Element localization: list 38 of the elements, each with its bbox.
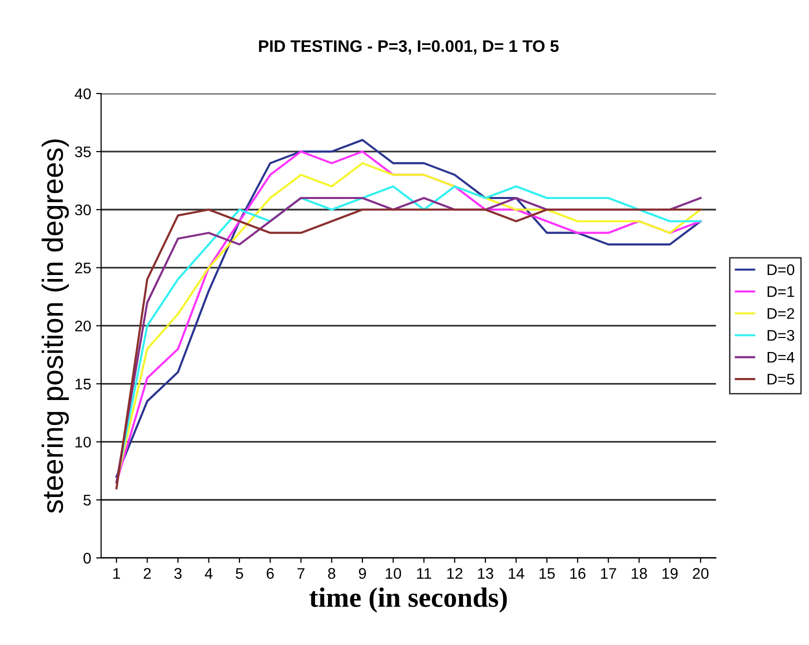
x-tick-label: 16 (570, 568, 586, 579)
x-tick-label: 15 (540, 568, 555, 579)
x-tick-label: 11 (417, 568, 432, 579)
y-axis-title: steering position (in degrees) (42, 139, 69, 513)
legend-label: D=3 (768, 330, 794, 341)
chart-title: PID TESTING - P=3, I=0.001, D= 1 TO 5 (259, 40, 559, 54)
x-tick-label: 9 (358, 568, 366, 579)
legend-label: D=2 (768, 308, 794, 319)
x-tick-label: 1 (113, 568, 120, 579)
legend-label: D=5 (768, 374, 794, 385)
x-tick-label: 17 (601, 568, 616, 579)
x-tick-label: 20 (692, 568, 708, 579)
x-tick-label: 6 (266, 568, 274, 579)
y-tick-label: 30 (74, 204, 91, 216)
y-tick-label: 20 (75, 320, 91, 332)
x-tick-label: 14 (508, 568, 524, 579)
legend-label: D=0 (768, 264, 794, 276)
y-tick-label: 35 (74, 146, 91, 158)
y-tick-label: 0 (84, 552, 91, 564)
x-axis-title: time (in seconds) (309, 587, 507, 613)
x-tick-label: 13 (478, 568, 494, 579)
x-tick-label: 10 (386, 568, 402, 579)
x-tick-label: 3 (174, 568, 182, 579)
y-tick-label: 10 (76, 436, 91, 448)
x-tick-label: 12 (447, 568, 462, 579)
y-tick-label: 40 (74, 88, 91, 100)
legend-label: D=4 (768, 352, 794, 362)
x-tick-label: 4 (204, 568, 213, 579)
x-tick-label: 2 (144, 568, 151, 579)
legend-label: D=1 (768, 286, 794, 297)
x-tick-label: 19 (662, 568, 678, 579)
y-tick-label: 25 (75, 262, 91, 274)
x-tick-label: 18 (632, 568, 647, 579)
y-tick-label: 15 (76, 378, 91, 390)
x-tick-label: 8 (328, 568, 336, 579)
x-tick-label: 5 (236, 568, 244, 579)
x-tick-label: 7 (297, 568, 304, 579)
y-tick-label: 5 (84, 494, 91, 506)
